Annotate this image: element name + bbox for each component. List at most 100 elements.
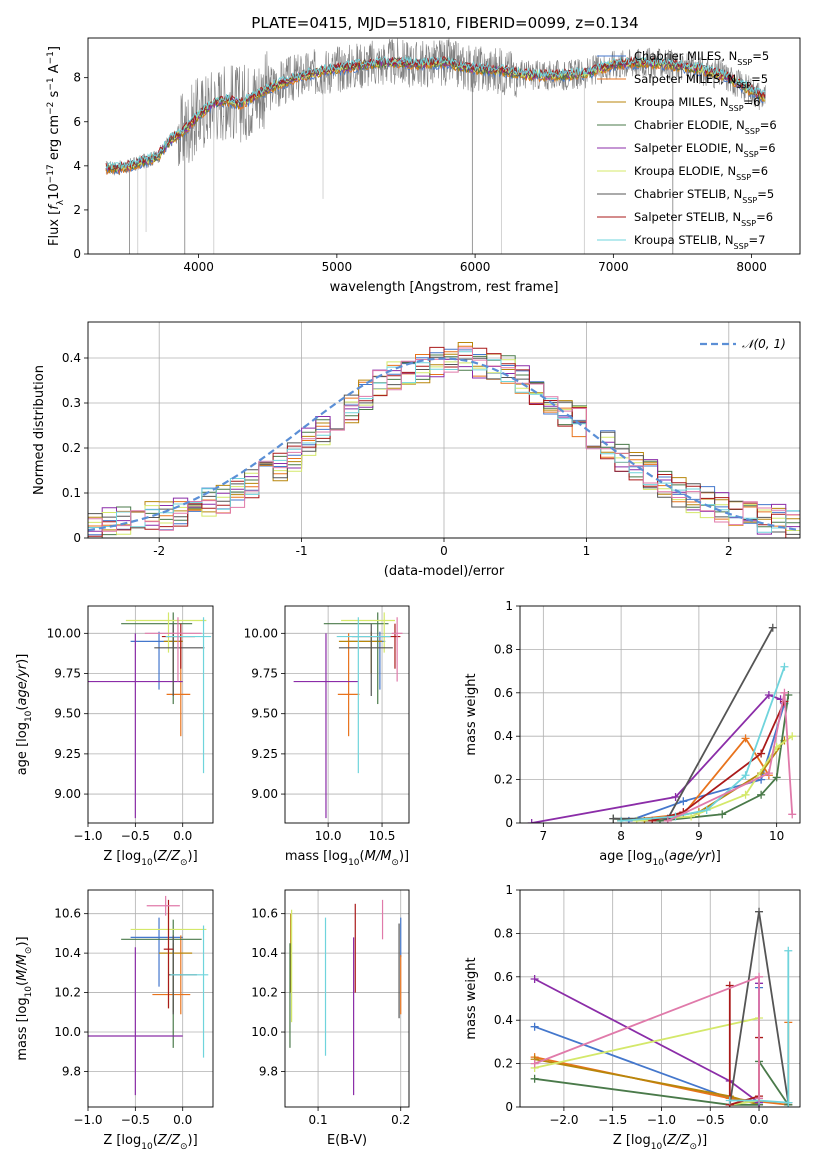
- weight-vs-Z-plot-area: [530, 907, 793, 1107]
- mass-vs-EBV-xtick-label: 0.2: [391, 1113, 410, 1127]
- age-vs-Z-ytick-label: 9.00: [54, 787, 81, 801]
- residuals-ytick-label: 0.4: [62, 351, 81, 365]
- weight-vs-age-ytick-label: 0.8: [494, 642, 513, 656]
- mass-vs-Z-ytick-label: 9.8: [62, 1064, 81, 1078]
- age-vs-Z-xtick-label: −1.0: [73, 829, 102, 843]
- age-vs-mass-panel: 10.0 10.5 9.00 9.25 9.50 9.75 10.00 mass [log10…: [244, 605, 410, 868]
- spectrum-ytick-label: 6: [73, 115, 81, 129]
- errorbar-salpeter-elodie: [293, 633, 359, 819]
- spectrum-ylabel: Flux [fλ10−17 erg cm−2 s−1 A−1]: [46, 46, 66, 246]
- mass-vs-EBV-ytick-label: 10.6: [251, 907, 278, 921]
- weight-marker-kroupa-stelib: [784, 946, 793, 955]
- age-vs-Z-ytick-label: 9.25: [54, 747, 81, 761]
- weight-vs-Z-ylabel: mass weight: [464, 957, 479, 1039]
- weight-marker-chabrier-elodie: [757, 790, 766, 799]
- weight-marker-kroupa-stelib: [741, 771, 750, 780]
- residuals-ylabel: Normed distribution: [32, 365, 47, 495]
- mass-vs-EBV-frame: [284, 889, 410, 1108]
- weight-line-kroupa-elodie: [534, 1016, 760, 1106]
- weight-marker-kroupa-stelib: [784, 1098, 793, 1107]
- spectrum-ytick-label: 4: [73, 159, 81, 173]
- residuals-xlabel: (data-model)/error: [384, 564, 505, 579]
- age-vs-mass-plot-area: [293, 612, 403, 819]
- spectrum-ytick-label: 2: [73, 203, 81, 217]
- weight-marker-chabrier-stelib: [755, 907, 764, 916]
- age-vs-mass-ytick-label: 10.00: [244, 626, 278, 640]
- weight-vs-Z-ytick-label: 0.2: [494, 1057, 513, 1071]
- weight-vs-age-ytick-label: 0: [505, 816, 513, 830]
- mass-vs-EBV-plot-area: [289, 899, 402, 1096]
- errorbar-kroupa-stelib: [170, 925, 209, 1058]
- weight-line-kroupa-miles: [644, 739, 786, 822]
- age-vs-mass-ytick-label: 9.25: [251, 747, 278, 761]
- errorbar-salpeter-elodie: [88, 947, 183, 1096]
- mass-vs-Z-xtick-label: −0.5: [121, 1113, 150, 1127]
- weight-marker-chabrier-stelib: [609, 814, 618, 823]
- weight-vs-Z-ytick-label: 0.8: [494, 926, 513, 940]
- mass-vs-EBV-ytick-label: 9.8: [259, 1064, 278, 1078]
- age-vs-mass-xlabel: mass [log10(M/M⊙)]: [285, 849, 409, 868]
- normal-curve: [88, 357, 800, 532]
- errorbar-chabrier-elodie: [121, 919, 202, 1048]
- spectrum-xtick-label: 4000: [183, 260, 214, 274]
- legend-label-chabrier-stelib: Chabrier STELIB, NSSP=5: [634, 187, 774, 205]
- weight-marker-kroupa-stelib: [702, 805, 711, 814]
- weight-marker-salpeter-elodie: [764, 690, 773, 699]
- weight-marker-salpeter-miles: [741, 734, 750, 743]
- residuals-panel: -2 -1 0 1 2 0 0.1 0.2 0.3 0.4 (data-model)/error No…: [32, 321, 801, 579]
- age-vs-mass-frame: [284, 605, 410, 824]
- residuals-xtick-label: 2: [725, 544, 733, 558]
- mass-vs-Z-plot-area: [88, 895, 209, 1096]
- weight-vs-Z-xlabel: Z [log10(Z/Z⊙)]: [613, 1133, 707, 1152]
- errorbar-chabrier-miles: [130, 917, 183, 987]
- age-vs-Z-xtick-label: −0.5: [121, 829, 150, 843]
- weight-line-salpeter-elodie: [531, 693, 781, 823]
- errorbar-chabrier-elodie: [121, 612, 193, 705]
- age-vs-mass-ytick-label: 9.00: [251, 787, 278, 801]
- age-vs-Z-ylabel: age [log10(age/yr)]: [15, 654, 34, 776]
- weight-vs-age-ytick-label: 0.2: [494, 773, 513, 787]
- weight-marker-chabrier-miles: [530, 1022, 539, 1031]
- errorbar-chabrier-miles: [130, 631, 183, 690]
- mass-vs-Z-ytick-label: 10.6: [54, 907, 81, 921]
- legend-label-normal: 𝒩(0, 1): [742, 337, 786, 351]
- legend-label-chabrier-miles: Chabrier MILES, NSSP=5: [634, 49, 769, 67]
- residuals-ytick-label: 0.3: [62, 396, 81, 410]
- age-vs-mass-ytick-label: 9.75: [251, 667, 278, 681]
- spectrum-plot-area: [105, 38, 766, 254]
- weight-vs-Z-xtick-label: −1.5: [598, 1113, 627, 1127]
- mass-vs-Z-xtick-label: −1.0: [73, 1113, 102, 1127]
- weight-marker-pink: [755, 972, 764, 981]
- weight-vs-Z-xtick-label: −1.0: [647, 1113, 676, 1127]
- spectrum-xtick-label: 6000: [460, 260, 491, 274]
- age-vs-Z-ytick-label: 9.75: [54, 667, 81, 681]
- errorbar-salpeter-elodie: [88, 633, 183, 819]
- weight-vs-Z-frame: [519, 889, 801, 1108]
- legend-label-salpeter-stelib: Salpeter STELIB, NSSP=6: [634, 210, 773, 228]
- residuals-xtick-label: -1: [296, 544, 308, 558]
- residuals-xtick-label: 0: [440, 544, 448, 558]
- spectrum-xtick-label: 8000: [736, 260, 767, 274]
- weight-vs-Z-ytick-label: 0.6: [494, 970, 513, 984]
- age-vs-Z-frame: [87, 605, 214, 824]
- weight-line-chabrier-miles: [534, 987, 760, 1104]
- errorbar-kroupa-miles: [159, 943, 193, 1013]
- weight-marker-salpeter-stelib: [757, 749, 766, 758]
- weight-vs-Z-xtick-label: −2.0: [549, 1113, 578, 1127]
- weight-vs-age-xtick-label: 10: [769, 829, 784, 843]
- mass-vs-EBV-ytick-label: 10.2: [251, 986, 278, 1000]
- weight-marker-pink: [530, 1059, 539, 1068]
- weight-vs-age-xlabel: age [log10(age/yr)]: [599, 849, 721, 868]
- mass-vs-EBV-xlabel: E(B-V): [327, 1133, 367, 1148]
- weight-vs-age-ytick-label: 0.6: [494, 686, 513, 700]
- errorbar-chabrier-stelib: [154, 623, 205, 697]
- weight-vs-Z-panel: −2.0 −1.5 −1.0 −0.5 0.0 0 0.2 0.4 0.6 0.8 1 Z [log1…: [464, 883, 801, 1152]
- errorbar-salpeter-stelib: [163, 899, 174, 1009]
- errorbar-chabrier-stelib: [338, 623, 393, 697]
- weight-vs-age-ytick-label: 0.4: [494, 729, 513, 743]
- errorbar-chabrier-elodie: [323, 612, 389, 705]
- errorbar-kroupa-elodie: [125, 612, 207, 653]
- weight-vs-age-frame: [519, 605, 801, 824]
- spectrum-ytick-label: 0: [73, 247, 81, 261]
- weight-marker-salpeter-elodie: [527, 819, 536, 823]
